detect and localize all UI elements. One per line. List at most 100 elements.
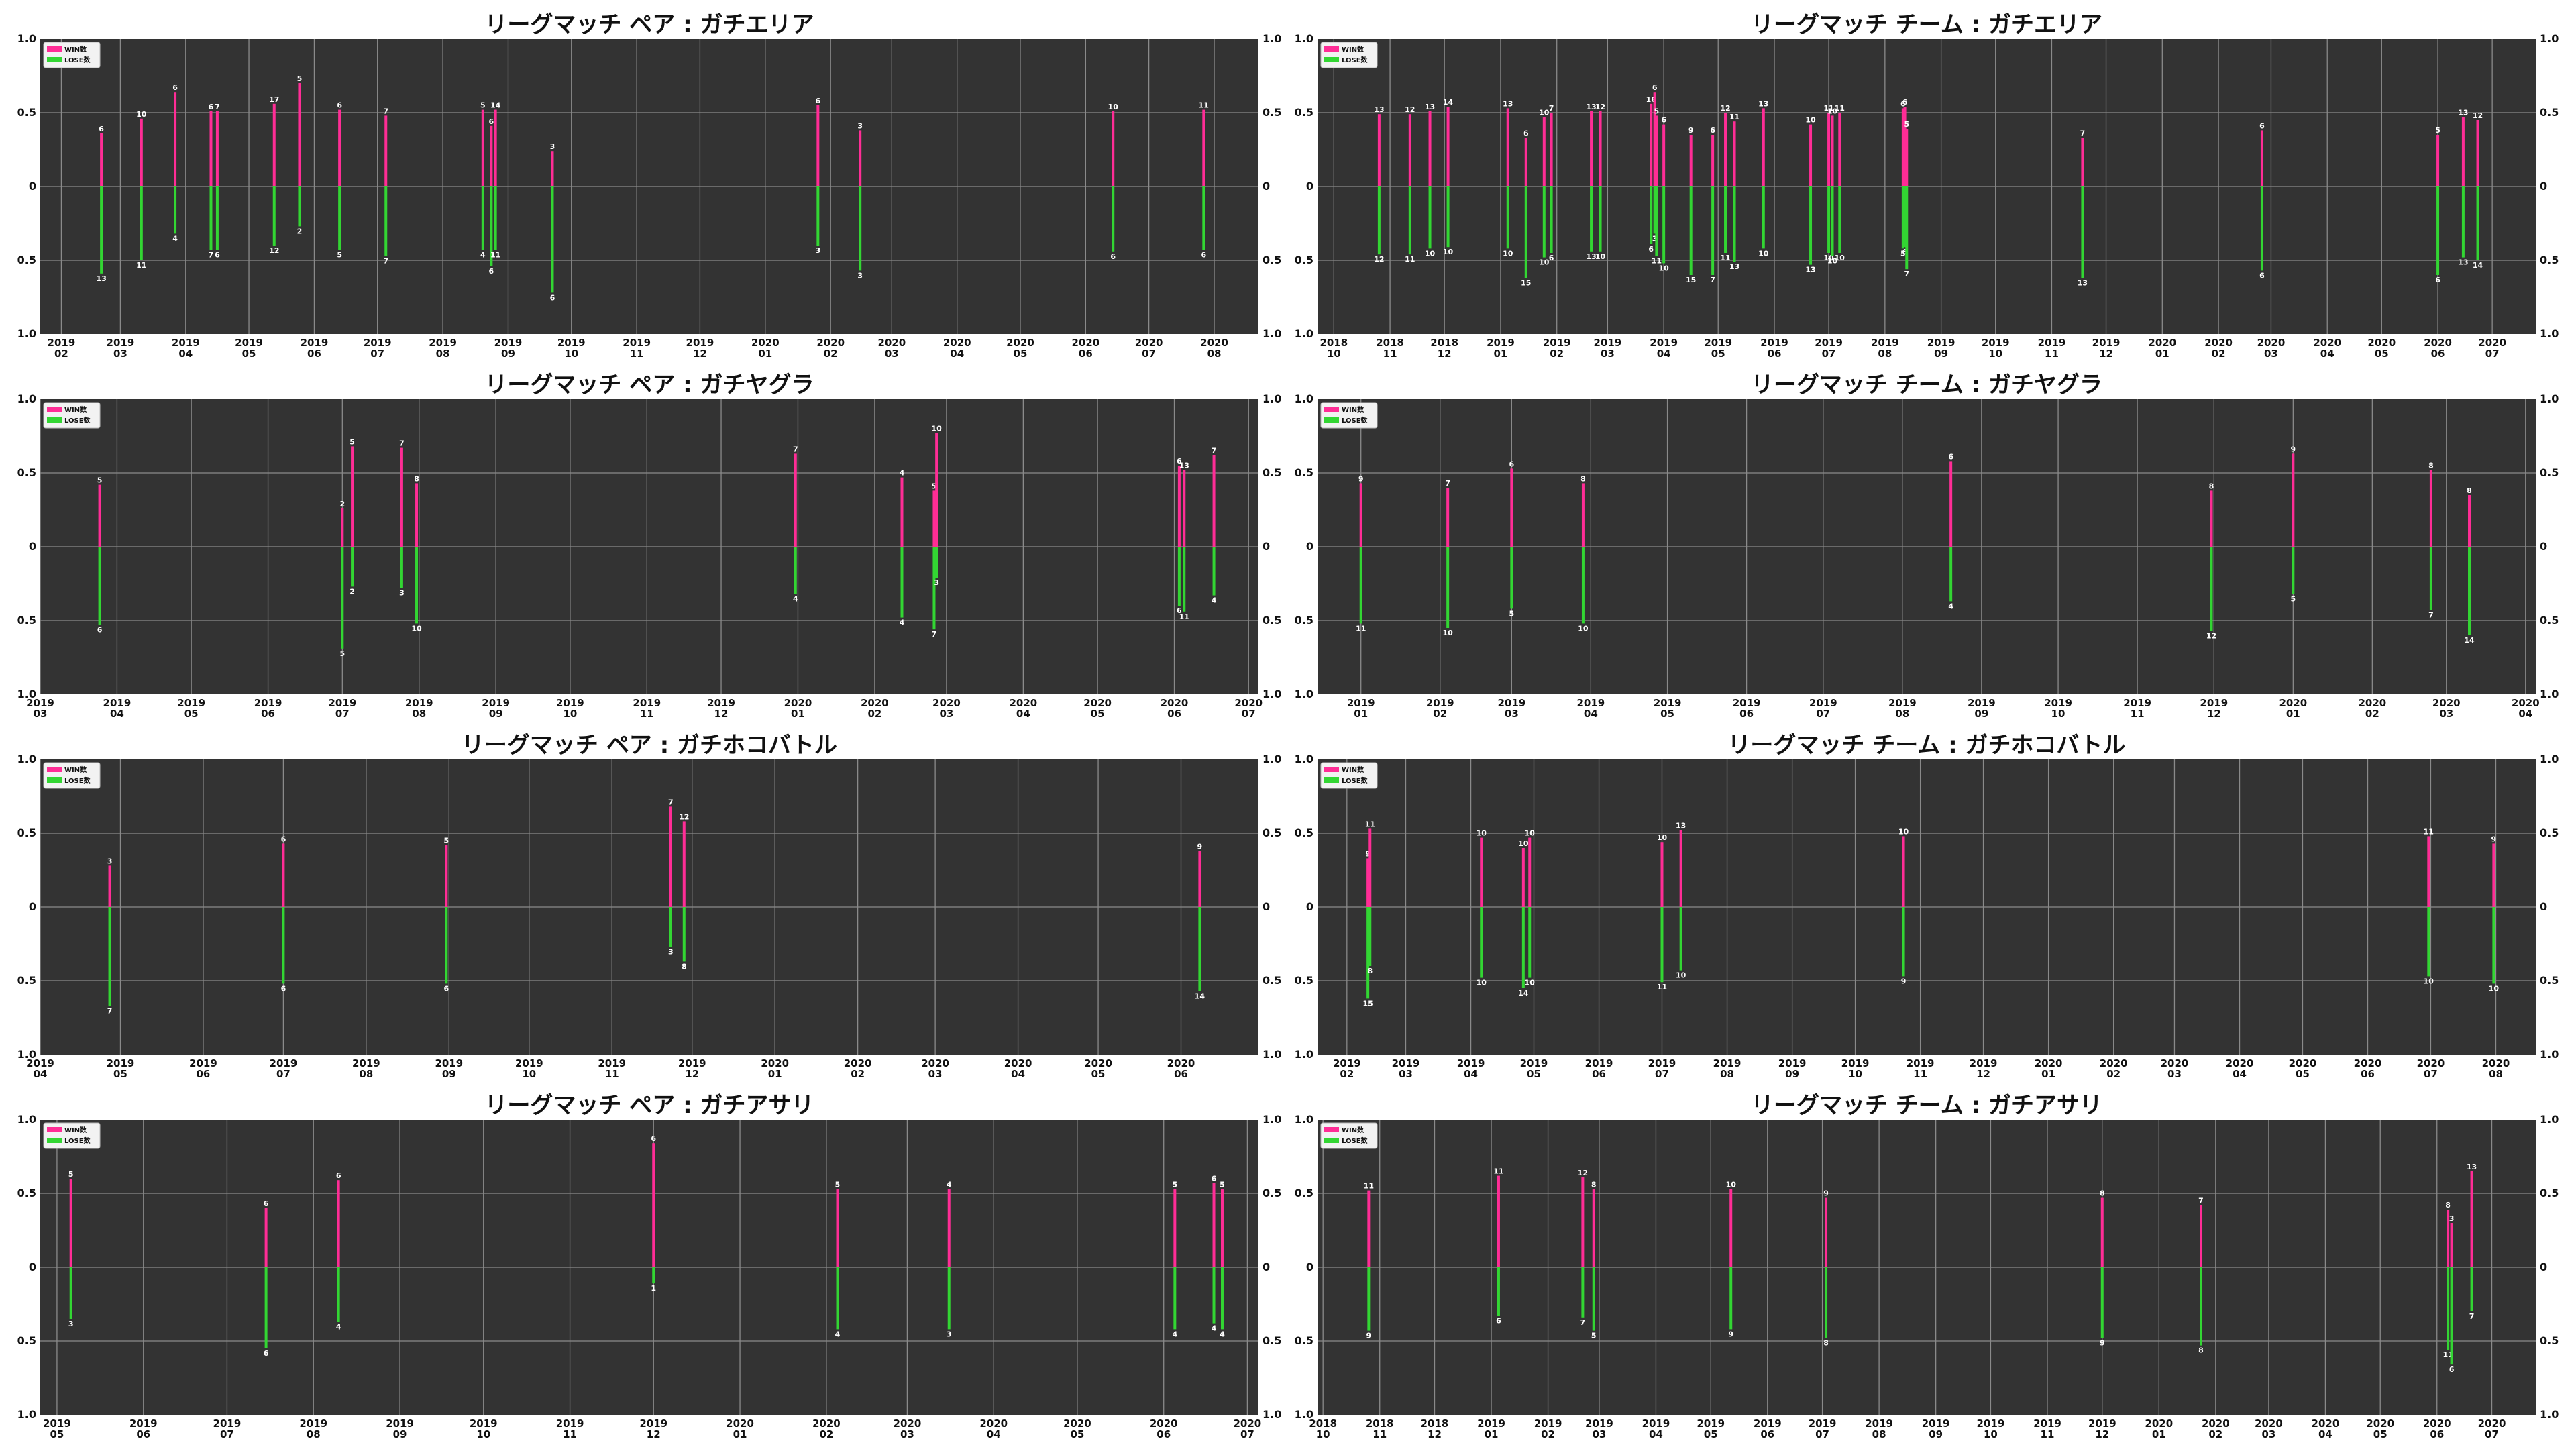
lose-count-label: 3 <box>857 271 863 280</box>
win-count-label: 10 <box>1827 107 1838 115</box>
y-tick-label-right: 0.5 <box>1263 106 1281 119</box>
win-count-label: 7 <box>2080 129 2086 138</box>
y-tick-label-right: 1.0 <box>2540 32 2559 45</box>
win-count-label: 12 <box>1405 105 1415 114</box>
x-tick-label: 2019 09 <box>1922 1417 1950 1440</box>
x-tick-label: 2019 06 <box>254 697 282 720</box>
y-tick-label-right: 0.5 <box>1263 1187 1281 1199</box>
win-count-label: 3 <box>857 121 863 130</box>
x-tick-label: 2018 10 <box>1320 337 1348 360</box>
y-tick-label: 0 <box>1306 1260 1313 1273</box>
x-tick-label: 2019 08 <box>352 1057 380 1080</box>
lose-count-label: 6 <box>1496 1317 1501 1326</box>
x-tick-label: 2020 02 <box>812 1417 841 1440</box>
x-tick-label: 2019 10 <box>515 1057 543 1080</box>
win-count-label: 14 <box>1443 98 1454 107</box>
win-bar <box>1733 121 1736 186</box>
win-count-label: 17 <box>269 95 279 104</box>
legend-lose-label: LOSE数 <box>1342 56 1368 64</box>
lose-count-label: 10 <box>1443 248 1454 256</box>
win-count-label: 3 <box>2449 1214 2455 1223</box>
y-tick-label-right: 1.0 <box>1263 753 1281 765</box>
win-count-label: 6 <box>1661 116 1666 125</box>
lose-bar <box>1359 547 1362 624</box>
lose-bar <box>108 907 111 1006</box>
lose-count-label: 15 <box>1362 999 1373 1008</box>
win-count-label: 5 <box>1654 107 1660 115</box>
win-bar <box>1177 466 1181 547</box>
y-tick-label: 0 <box>29 180 36 193</box>
win-bar <box>1408 114 1411 186</box>
legend-lose-swatch <box>1324 1138 1339 1143</box>
legend: WIN数 LOSE数 <box>1320 762 1378 789</box>
x-tick-label: 2019 06 <box>129 1417 158 1440</box>
x-tick-label: 2020 01 <box>726 1417 754 1440</box>
win-count-label: 9 <box>1358 474 1364 483</box>
x-tick-label: 2020 04 <box>979 1417 1008 1440</box>
win-bar <box>816 105 820 186</box>
win-count-label: 5 <box>444 837 449 845</box>
x-tick-label: 2019 11 <box>2038 337 2066 360</box>
x-tick-label: 2020 03 <box>2432 697 2461 720</box>
lose-count-label: 14 <box>2473 261 2483 270</box>
win-bar <box>1446 488 1450 547</box>
lose-bar <box>1377 186 1381 255</box>
x-tick-label: 2019 11 <box>2033 1417 2061 1440</box>
win-bar <box>1653 92 1656 186</box>
lose-count-label: 7 <box>2469 1312 2475 1321</box>
lose-bar <box>1368 907 1372 966</box>
legend: WIN数 LOSE数 <box>1320 1122 1378 1149</box>
x-tick-label: 2020 07 <box>1135 337 1163 360</box>
lose-bar <box>2427 907 2430 977</box>
win-count-label: 5 <box>1904 120 1909 129</box>
chart-title: リーグマッチ ペア : ガチアサリ <box>484 1092 814 1119</box>
lose-bar <box>1542 186 1546 258</box>
legend-win-label: WIN数 <box>64 45 87 54</box>
x-tick-label: 2020 03 <box>2257 337 2286 360</box>
y-tick-label: 1.0 <box>1295 392 1313 405</box>
lose-count-label: 11 <box>1405 255 1415 264</box>
lose-count-label: 6 <box>1177 606 1182 615</box>
x-tick-label: 2020 02 <box>2204 337 2233 360</box>
win-bar <box>341 508 344 547</box>
lose-bar <box>682 907 686 962</box>
win-bar <box>652 1143 655 1267</box>
x-tick-label: 2019 07 <box>364 337 392 360</box>
legend-win-swatch <box>1324 767 1339 772</box>
x-tick-label: 2019 12 <box>707 697 735 720</box>
lose-count-label: 12 <box>1374 255 1384 264</box>
x-tick-label: 2019 10 <box>2044 697 2072 720</box>
y-tick-label: 0 <box>29 540 36 553</box>
lose-count-label: 12 <box>269 246 279 255</box>
x-tick-label: 2019 10 <box>470 1417 498 1440</box>
win-bar <box>2476 120 2479 186</box>
lose-count-label: 11 <box>490 251 500 260</box>
x-tick-label: 2020 07 <box>2478 1417 2506 1440</box>
lose-count-label: 11 <box>1652 256 1662 265</box>
y-tick-label: 0 <box>29 900 36 913</box>
chart-title: リーグマッチ ペア : ガチホコバトル <box>462 732 837 759</box>
win-bar <box>1183 470 1186 547</box>
win-bar <box>264 1208 268 1267</box>
legend-lose-label: LOSE数 <box>1342 416 1368 425</box>
x-tick-label: 2020 01 <box>2279 697 2307 720</box>
win-count-label: 11 <box>1199 101 1209 110</box>
win-bar <box>1825 1197 1828 1267</box>
lose-bar <box>551 186 554 293</box>
lose-bar <box>2447 1267 2450 1350</box>
lose-bar <box>1650 186 1653 244</box>
win-count-label: 8 <box>1580 474 1586 483</box>
x-tick-label: 2020 05 <box>1084 1057 1112 1080</box>
win-bar <box>1903 107 1907 186</box>
y-tick-label-right: 1.0 <box>1263 327 1281 340</box>
y-tick-label-right: 0.5 <box>2540 1187 2559 1199</box>
win-bar <box>298 83 301 186</box>
win-bar <box>69 1179 72 1267</box>
lose-count-label: 7 <box>932 630 937 639</box>
lose-bar <box>1528 907 1532 978</box>
win-count-label: 5 <box>350 437 355 446</box>
legend-lose-swatch <box>47 777 62 783</box>
y-tick-label: 0.5 <box>17 1187 36 1199</box>
win-count-label: 3 <box>550 142 555 151</box>
lose-bar <box>1581 547 1585 624</box>
